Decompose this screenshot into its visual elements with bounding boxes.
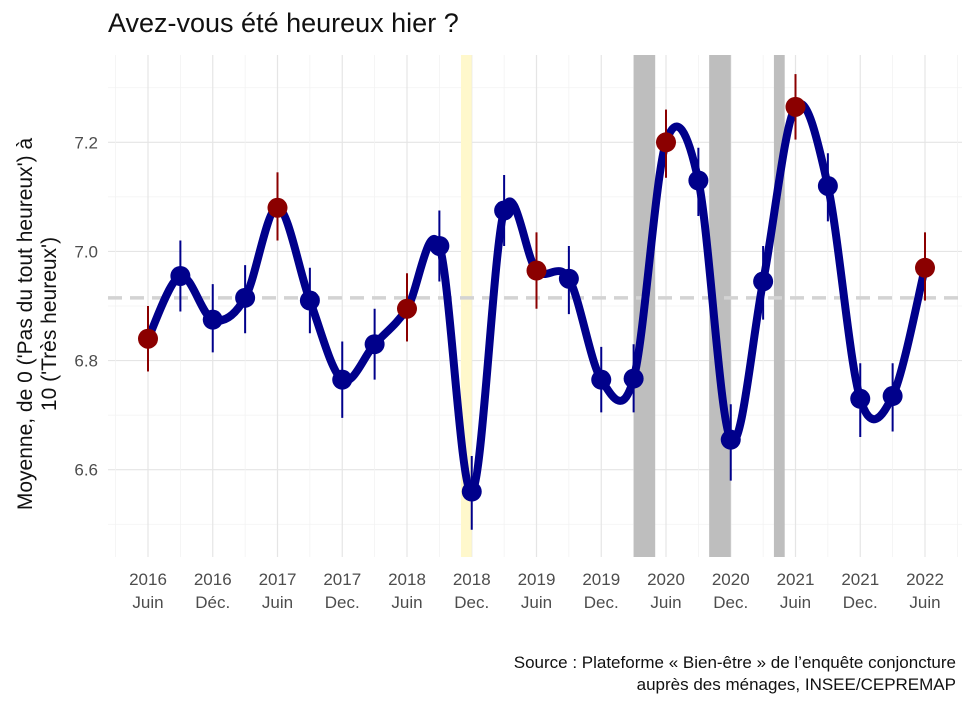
data-point bbox=[170, 265, 191, 286]
y-axis-ticks: 6.6 6.8 7.0 7.2 bbox=[74, 133, 98, 479]
data-point bbox=[591, 369, 612, 390]
data-point bbox=[461, 481, 482, 502]
x-tick-period: Juin bbox=[909, 593, 940, 612]
data-point bbox=[656, 132, 676, 153]
data-point bbox=[526, 260, 547, 281]
data-point bbox=[364, 334, 385, 355]
data-point bbox=[915, 257, 935, 278]
x-tick-year: 2021 bbox=[777, 570, 815, 589]
y-tick-label: 6.8 bbox=[74, 352, 98, 371]
chart-title: Avez-vous été heureux hier ? bbox=[108, 8, 459, 38]
x-tick-year: 2018 bbox=[453, 570, 491, 589]
x-tick-year: 2016 bbox=[194, 570, 232, 589]
x-tick-period: Juin bbox=[262, 593, 293, 612]
x-tick-period: Juin bbox=[780, 593, 811, 612]
data-point bbox=[558, 268, 579, 289]
source-line-1: Source : Plateforme « Bien-être » de l’e… bbox=[513, 653, 956, 672]
x-tick-year: 2019 bbox=[582, 570, 620, 589]
data-point bbox=[688, 170, 709, 191]
data-point bbox=[850, 388, 871, 409]
x-tick-year: 2018 bbox=[388, 570, 426, 589]
data-point bbox=[494, 200, 515, 221]
data-point bbox=[397, 298, 417, 319]
y-tick-label: 7.2 bbox=[74, 133, 98, 152]
x-tick-period: Juin bbox=[391, 593, 422, 612]
data-point bbox=[785, 96, 806, 117]
x-tick-year: 2020 bbox=[712, 570, 750, 589]
x-tick-year: 2016 bbox=[129, 570, 167, 589]
x-tick-period: Dec. bbox=[454, 593, 489, 612]
x-tick-year: 2019 bbox=[518, 570, 556, 589]
data-point bbox=[138, 328, 158, 349]
x-tick-period: Dec. bbox=[584, 593, 619, 612]
data-point bbox=[202, 309, 223, 330]
x-tick-year: 2020 bbox=[647, 570, 685, 589]
data-points bbox=[138, 74, 935, 530]
x-tick-period: Déc. bbox=[195, 593, 230, 612]
data-point bbox=[267, 197, 288, 218]
y-tick-label: 6.6 bbox=[74, 461, 98, 480]
x-tick-year: 2022 bbox=[906, 570, 944, 589]
shaded-period bbox=[773, 55, 785, 557]
data-point bbox=[332, 369, 353, 390]
data-point bbox=[882, 386, 903, 407]
x-tick-year: 2017 bbox=[323, 570, 361, 589]
data-point bbox=[720, 429, 741, 450]
x-tick-period: Dec. bbox=[843, 593, 878, 612]
shaded-period bbox=[460, 55, 472, 557]
data-point bbox=[235, 287, 256, 308]
x-tick-year: 2017 bbox=[259, 570, 297, 589]
source-line-2: auprès des ménages, INSEE/CEPREMAP bbox=[636, 675, 956, 694]
data-point bbox=[817, 175, 838, 196]
source-note: Source : Plateforme « Bien-être » de l’e… bbox=[514, 652, 956, 696]
y-axis-title-line: Moyenne, de 0 ('Pas du tout heureux') à bbox=[14, 138, 37, 511]
y-axis-title-line: 10 ('Très heureux') bbox=[38, 237, 61, 411]
x-tick-period: Juin bbox=[521, 593, 552, 612]
y-tick-label: 7.0 bbox=[74, 242, 98, 261]
x-tick-year: 2021 bbox=[841, 570, 879, 589]
data-point bbox=[753, 271, 774, 292]
x-tick-period: Juin bbox=[650, 593, 681, 612]
x-tick-period: Dec. bbox=[325, 593, 360, 612]
data-point bbox=[623, 368, 644, 389]
x-tick-period: Juin bbox=[132, 593, 163, 612]
x-tick-period: Dec. bbox=[713, 593, 748, 612]
data-point bbox=[299, 290, 320, 311]
data-point bbox=[429, 235, 450, 256]
x-axis-ticks: 2016 Juin 2016 Déc. 2017 Juin 2017 Dec. 2018 Juin… bbox=[129, 570, 944, 612]
